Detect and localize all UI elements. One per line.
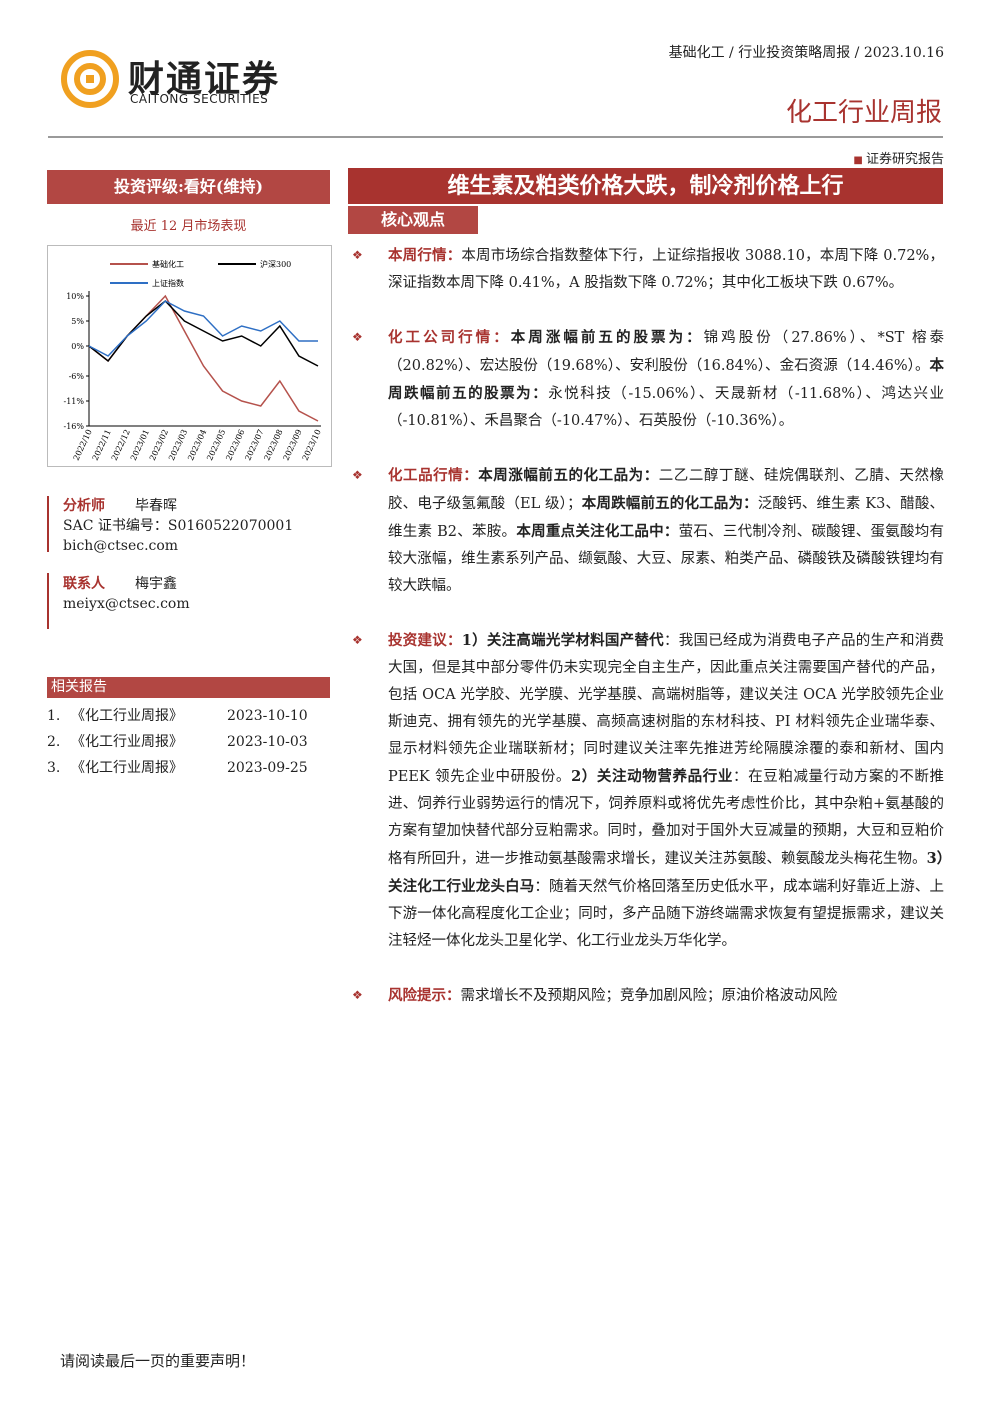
bullet-item: 风险提示：需求增长不及预期风险；竞争加剧风险；原油价格波动风险 bbox=[352, 982, 944, 1010]
bullet-item: 化工品行情：本周涨幅前五的化工品为：二乙二醇丁醚、硅烷偶联剂、乙腈、天然橡胶、电… bbox=[352, 462, 944, 600]
y-tick-label: 5% bbox=[71, 317, 84, 326]
analyst-email: bich@ctsec.com bbox=[63, 538, 179, 554]
item-heading: 化工公司行情： bbox=[388, 329, 511, 346]
text: 本周市场综合指数整体下行，上证综指报收 3088.10，本周下降 0.72%，深… bbox=[388, 248, 944, 291]
logo-icon bbox=[61, 50, 119, 108]
section-box: 核心观点 bbox=[348, 206, 478, 234]
y-tick-label: -11% bbox=[64, 397, 85, 406]
analyst-name: 毕春晖 bbox=[135, 498, 177, 514]
bold-text: 本周跌幅前五的化工品为： bbox=[581, 495, 758, 512]
contact: 联系人 梅宇鑫 meiyx@ctsec.com bbox=[63, 574, 190, 614]
chart-caption: 最近 12 月市场表现 bbox=[130, 219, 247, 234]
doc-type: 证券研究报告 bbox=[865, 152, 944, 167]
related-title: 相关报告 bbox=[51, 679, 107, 695]
breadcrumb: 基础化工 / 行业投资策略周报 / 2023.10.16 bbox=[668, 45, 944, 61]
contact-role: 联系人 bbox=[63, 576, 105, 592]
chart: 10%5%0%-6%-11%-16%2022/102022/112022/122… bbox=[47, 245, 332, 467]
related-header: 相关报告 bbox=[47, 677, 330, 698]
logo-en: CAITONG SECURITIES bbox=[130, 92, 269, 106]
y-tick-label: -6% bbox=[69, 372, 85, 381]
text: ：在豆粕减量行动方案的不断推进、饲养行业弱势运行的情况下，饲养原料或将优先考虑性… bbox=[388, 769, 945, 867]
logo-cn: 财通证券 bbox=[128, 59, 281, 100]
item-heading: 化工品行情： bbox=[388, 467, 479, 484]
bullet-item: 本周行情：本周市场综合指数整体下行，上证综指报收 3088.10，本周下降 0.… bbox=[352, 242, 944, 297]
series-line bbox=[88, 300, 318, 357]
bold-text: 本周重点关注化工品中： bbox=[516, 523, 679, 540]
item-heading: 风险提示： bbox=[388, 987, 461, 1004]
bold-text: 2）关注动物营养品行业 bbox=[571, 768, 733, 785]
items: 本周行情：本周市场综合指数整体下行，上证综指报收 3088.10，本周下降 0.… bbox=[352, 242, 944, 1037]
bold-text: 本周涨幅前五的化工品为： bbox=[478, 467, 659, 484]
series-line bbox=[88, 294, 319, 422]
bar bbox=[47, 496, 49, 552]
item-heading: 投资建议： bbox=[388, 632, 462, 649]
y-tick-label: 10% bbox=[66, 292, 84, 301]
item-heading: 本周行情： bbox=[388, 247, 462, 264]
text: ：随着天然气价格回落至历史低水平，成本端利好靠近上游、上下游一体化高程度化工企业… bbox=[388, 879, 945, 949]
related-name: 《化工行业周报》 bbox=[71, 734, 183, 750]
doc-type-row: ■ 证券研究报告 bbox=[853, 148, 944, 167]
related-name: 《化工行业周报》 bbox=[71, 708, 183, 724]
text: 锦鸡股份（27.86%）、*ST 榕泰（20.82%）、宏达股份（19.68%）… bbox=[388, 330, 944, 374]
analyst-role: 分析师 bbox=[63, 498, 105, 514]
bold-text: 本周跌幅前五的股票为： bbox=[388, 357, 944, 402]
rating-box: 投资评级:看好(维持) bbox=[47, 170, 330, 204]
bold-text: 本周涨幅前五的股票为： bbox=[510, 329, 704, 346]
title: 维生素及粕类价格大跌，制冷剂价格上行 bbox=[447, 173, 844, 199]
x-tick-label: 2023/10 bbox=[301, 428, 323, 462]
bold-text: 3）关注化工行业龙头白马 bbox=[388, 850, 945, 895]
legend-label: 上证指数 bbox=[152, 278, 184, 288]
bullet-item: 化工公司行情：本周涨幅前五的股票为：锦鸡股份（27.86%）、*ST 榕泰（20… bbox=[352, 324, 944, 435]
related-item: 3. 《化工行业周报》 2023-09-25 bbox=[47, 755, 330, 781]
text: 萤石、三代制冷剂、碳酸锂、蛋氨酸均有较大涨幅，维生素系列产品、缬氨酸、大豆、尿素… bbox=[388, 524, 945, 594]
series-line bbox=[88, 299, 319, 367]
analyst: 分析师 毕春晖 SAC 证书编号：S0160522070001 bich@ctse… bbox=[63, 496, 293, 556]
related-date: 2023-10-10 bbox=[227, 708, 308, 724]
divider bbox=[48, 136, 943, 138]
text: 二乙二醇丁醚、硅烷偶联剂、乙腈、天然橡胶、电子级氢氟酸（EL 级）； bbox=[388, 468, 944, 512]
bullet-item: 投资建议：1）关注高端光学材料国产替代：我国已经成为消费电子产品的生产和消费大国… bbox=[352, 627, 944, 955]
y-tick-label: 0% bbox=[71, 342, 84, 351]
bar bbox=[47, 573, 49, 629]
contact-email: meiyx@ctsec.com bbox=[63, 596, 190, 612]
text: 永悦科技（-15.06%）、天晟新材（-11.68%）、鸿达兴业（-10.81%… bbox=[388, 386, 945, 429]
related-name: 《化工行业周报》 bbox=[71, 760, 183, 776]
title-box: 维生素及粕类价格大跌，制冷剂价格上行 bbox=[348, 168, 943, 204]
related-index: 3. bbox=[47, 760, 61, 776]
text: ：我国已经成为消费电子产品的生产和消费大国，但是其中部分零件仍未实现完全自主生产… bbox=[388, 633, 945, 785]
related-date: 2023-09-25 bbox=[227, 760, 308, 776]
related-date: 2023-10-03 bbox=[227, 734, 308, 750]
report-type: 化工行业周报 bbox=[785, 98, 942, 128]
related-index: 2. bbox=[47, 734, 61, 750]
analyst-sac: SAC 证书编号：S0160522070001 bbox=[63, 518, 294, 534]
related-list: 1. 《化工行业周报》 2023-10-10 2. 《化工行业周报》 2023-10-03… bbox=[47, 703, 330, 781]
related-item: 1. 《化工行业周报》 2023-10-10 bbox=[47, 703, 330, 729]
related-index: 1. bbox=[47, 708, 61, 724]
legend-label: 基础化工 bbox=[152, 259, 184, 269]
section-label: 核心观点 bbox=[380, 210, 445, 229]
contact-name: 梅宇鑫 bbox=[135, 576, 177, 592]
text: 泛酸钙、维生素 K3、醋酸、维生素 B2、苯胺。 bbox=[388, 496, 945, 540]
y-tick-label: -16% bbox=[64, 422, 85, 431]
legend-label: 沪深300 bbox=[260, 259, 291, 269]
related-item: 2. 《化工行业周报》 2023-10-03 bbox=[47, 729, 330, 755]
footer: 请阅读最后一页的重要声明！ bbox=[60, 1352, 256, 1370]
rating: 投资评级:看好(维持) bbox=[113, 177, 264, 196]
text: 需求增长不及预期风险；竞争加剧风险；原油价格波动风险 bbox=[460, 988, 838, 1004]
square: ■ bbox=[853, 155, 866, 166]
bold-text: 1）关注高端光学材料国产替代 bbox=[461, 632, 664, 649]
